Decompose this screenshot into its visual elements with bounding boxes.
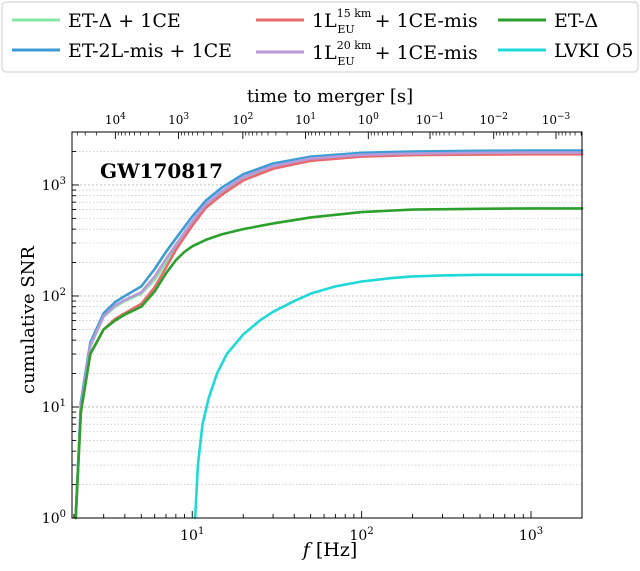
top-tick-label: 102 <box>232 112 253 127</box>
top-tick-label: 103 <box>168 112 189 127</box>
top-tick-label: 104 <box>105 112 126 127</box>
series-line <box>74 207 584 520</box>
y-tick-label: 100 <box>42 509 66 527</box>
series-line <box>193 273 584 520</box>
legend: ET-Δ + 1CE ET-2L-mis + 1CE 1L15 km EU + 1C… <box>1 1 639 73</box>
legend-frame <box>1 1 639 73</box>
y-tick-label: 102 <box>42 287 66 305</box>
y-tick-label: 103 <box>42 176 66 194</box>
top-tick-label: 100 <box>358 112 379 127</box>
x-tick-label: 101 <box>180 526 204 544</box>
top-tick-label: 10−1 <box>416 112 445 127</box>
x-tick-label: 102 <box>350 526 374 544</box>
x-tick-label: 103 <box>519 526 543 544</box>
y-axis-label: cumulative SNR <box>18 246 39 394</box>
x-axis-label: f [Hz] <box>301 539 358 561</box>
chart-title: GW170817 <box>100 159 223 183</box>
legend-label: 1L20 km EU + 1CE-mis <box>312 39 478 68</box>
legend-entry: 1L20 km EU + 1CE-mis <box>256 39 478 68</box>
legend-entry: ET-Δ <box>498 10 598 32</box>
y-tick-label: 101 <box>42 398 66 416</box>
legend-entry: ET-Δ + 1CE <box>12 10 181 32</box>
legend-entry: ET-2L-mis + 1CE <box>12 40 232 62</box>
plot-frame <box>71 131 583 519</box>
legend-label: ET-Δ + 1CE <box>68 10 181 32</box>
grid <box>72 131 582 519</box>
series-line <box>74 151 584 520</box>
legend-label: ET-Δ <box>554 10 598 32</box>
top-axis-label: time to merger [s] <box>247 86 413 107</box>
legend-label: LVKI O5 <box>554 40 634 62</box>
legend-entry: LVKI O5 <box>498 40 634 62</box>
axes: 101 102 103 100 101 102 103 104 103 102 101 100 10−1… <box>42 112 583 544</box>
series-line <box>74 149 584 520</box>
top-tick-label: 101 <box>295 112 316 127</box>
top-tick-label: 10−2 <box>479 112 508 127</box>
top-tick-label: 10−3 <box>542 112 571 127</box>
series-layer <box>74 149 584 520</box>
legend-label: ET-2L-mis + 1CE <box>68 40 232 62</box>
